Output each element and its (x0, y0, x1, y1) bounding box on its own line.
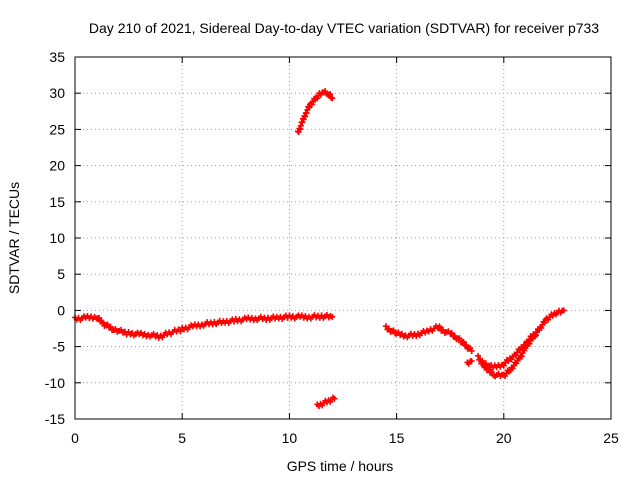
data-point (532, 329, 539, 336)
data-point (99, 319, 106, 326)
data-point (303, 109, 310, 116)
series-arc-2 (294, 88, 336, 136)
data-point (519, 345, 526, 352)
series-arc-3 (314, 394, 338, 410)
data-point (451, 332, 458, 339)
data-point (440, 326, 447, 333)
y-tick-label: -15 (45, 411, 65, 427)
data-point (107, 323, 114, 330)
data-point (306, 104, 313, 111)
y-tick-label: 0 (57, 302, 65, 318)
data-point (436, 324, 443, 331)
series-arc-1 (72, 311, 336, 341)
x-tick-label: 10 (282, 430, 298, 446)
y-tick-label: 35 (49, 49, 65, 65)
y-tick-label: 25 (49, 121, 65, 137)
data-point (531, 332, 538, 339)
data-point (327, 91, 334, 98)
data-point (468, 347, 475, 354)
data-point (96, 314, 103, 321)
data-point (518, 353, 525, 360)
data-point (538, 324, 545, 331)
x-axis-label: GPS time / hours (287, 458, 394, 474)
grid (75, 57, 611, 419)
y-tick-label: 15 (49, 194, 65, 210)
series-arc-4 (382, 323, 443, 341)
data-point (513, 360, 520, 367)
series-arc-8 (464, 358, 475, 367)
data-point (468, 358, 475, 365)
data-point (382, 323, 389, 330)
data-point (463, 342, 470, 349)
axis-ticks: 0 5 10 15 20 25 -15 -10 -5 0 5 10 15 20 25 30 35 (45, 49, 619, 446)
data-point (390, 327, 397, 334)
chart-title: Day 210 of 2021, Sidereal Day-to-day VTE… (89, 20, 599, 36)
data-points (72, 88, 567, 410)
series-arc-7 (479, 329, 539, 371)
data-point (308, 101, 315, 108)
x-tick-label: 25 (603, 430, 619, 446)
y-tick-label: 30 (49, 85, 65, 101)
data-point (385, 325, 392, 332)
data-point (560, 307, 567, 314)
data-point (512, 352, 519, 359)
x-tick-label: 0 (71, 430, 79, 446)
data-point (331, 395, 338, 402)
x-tick-label: 20 (496, 430, 512, 446)
y-tick-label: 5 (57, 266, 65, 282)
data-point (456, 335, 463, 342)
y-tick-label: 10 (49, 230, 65, 246)
data-point (448, 330, 455, 337)
data-point (329, 313, 336, 320)
x-tick-label: 5 (178, 430, 186, 446)
y-tick-label: 20 (49, 158, 65, 174)
data-point (329, 95, 336, 102)
y-tick-label: -5 (53, 339, 66, 355)
data-point (460, 338, 467, 345)
data-point (488, 369, 495, 376)
data-point (482, 360, 489, 367)
data-point (509, 365, 516, 372)
series-arc-5 (436, 324, 475, 354)
data-point (104, 321, 111, 328)
x-tick-label: 15 (389, 430, 405, 446)
data-point (524, 339, 531, 346)
y-axis-label: SDTVAR / TECUs (6, 182, 22, 294)
data-point (479, 357, 486, 364)
data-point (475, 352, 482, 359)
data-point (541, 319, 548, 326)
y-tick-label: -10 (45, 375, 65, 391)
data-point (177, 328, 184, 335)
